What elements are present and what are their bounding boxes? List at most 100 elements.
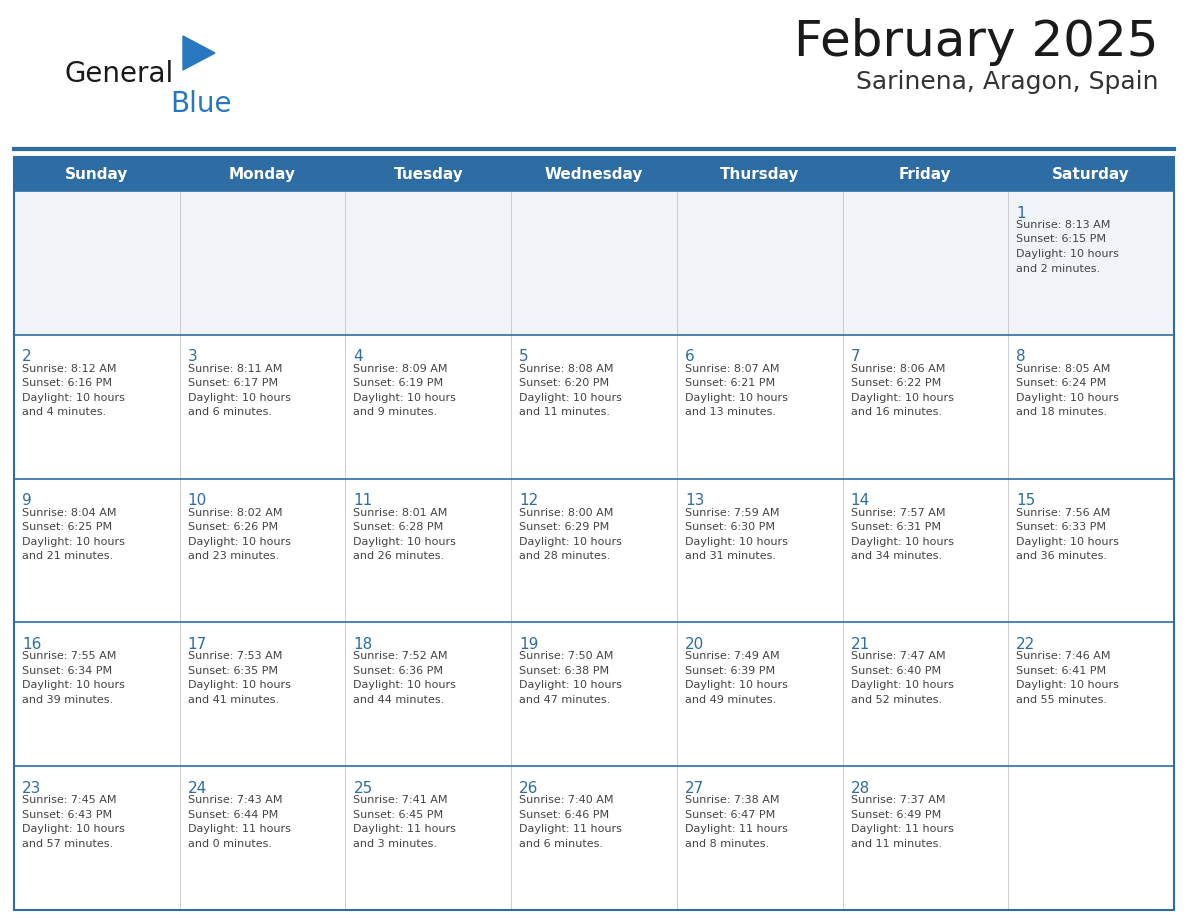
Text: Daylight: 10 hours: Daylight: 10 hours bbox=[684, 680, 788, 690]
Text: Daylight: 10 hours: Daylight: 10 hours bbox=[519, 393, 623, 403]
Text: Daylight: 10 hours: Daylight: 10 hours bbox=[851, 537, 954, 546]
Text: Sunset: 6:47 PM: Sunset: 6:47 PM bbox=[684, 810, 775, 820]
Text: Daylight: 11 hours: Daylight: 11 hours bbox=[353, 824, 456, 834]
Text: and 28 minutes.: and 28 minutes. bbox=[519, 551, 611, 561]
Bar bbox=[14, 191, 179, 335]
Text: Daylight: 10 hours: Daylight: 10 hours bbox=[1016, 680, 1119, 690]
Text: Sunrise: 7:45 AM: Sunrise: 7:45 AM bbox=[23, 795, 116, 805]
Text: February 2025: February 2025 bbox=[794, 18, 1158, 66]
Text: Sunset: 6:49 PM: Sunset: 6:49 PM bbox=[851, 810, 941, 820]
Text: Daylight: 10 hours: Daylight: 10 hours bbox=[23, 824, 125, 834]
Bar bbox=[511, 622, 677, 767]
Text: Sunrise: 8:12 AM: Sunrise: 8:12 AM bbox=[23, 364, 116, 374]
Text: Sunrise: 7:47 AM: Sunrise: 7:47 AM bbox=[851, 652, 946, 661]
Bar bbox=[677, 622, 842, 767]
Text: Daylight: 10 hours: Daylight: 10 hours bbox=[188, 680, 291, 690]
Text: Sunrise: 7:41 AM: Sunrise: 7:41 AM bbox=[353, 795, 448, 805]
Text: Sunrise: 8:06 AM: Sunrise: 8:06 AM bbox=[851, 364, 944, 374]
Text: 3: 3 bbox=[188, 350, 197, 364]
Text: Sunrise: 8:05 AM: Sunrise: 8:05 AM bbox=[1016, 364, 1111, 374]
Text: Sunset: 6:29 PM: Sunset: 6:29 PM bbox=[519, 522, 609, 532]
Text: Friday: Friday bbox=[899, 166, 952, 182]
Text: Daylight: 11 hours: Daylight: 11 hours bbox=[684, 824, 788, 834]
Text: Sunrise: 7:57 AM: Sunrise: 7:57 AM bbox=[851, 508, 946, 518]
Bar bbox=[511, 767, 677, 910]
Text: and 9 minutes.: and 9 minutes. bbox=[353, 408, 437, 418]
Text: 13: 13 bbox=[684, 493, 704, 508]
Text: Daylight: 10 hours: Daylight: 10 hours bbox=[353, 680, 456, 690]
Text: Sunrise: 8:13 AM: Sunrise: 8:13 AM bbox=[1016, 220, 1111, 230]
Text: Daylight: 10 hours: Daylight: 10 hours bbox=[23, 537, 125, 546]
Bar bbox=[842, 622, 1009, 767]
Text: Sunset: 6:33 PM: Sunset: 6:33 PM bbox=[1016, 522, 1106, 532]
Text: 24: 24 bbox=[188, 780, 207, 796]
Text: and 49 minutes.: and 49 minutes. bbox=[684, 695, 776, 705]
Text: 25: 25 bbox=[353, 780, 373, 796]
Text: and 4 minutes.: and 4 minutes. bbox=[23, 408, 106, 418]
Text: Sunset: 6:30 PM: Sunset: 6:30 PM bbox=[684, 522, 775, 532]
Text: Sunset: 6:24 PM: Sunset: 6:24 PM bbox=[1016, 378, 1106, 388]
Bar bbox=[677, 335, 842, 478]
Text: Sunrise: 8:09 AM: Sunrise: 8:09 AM bbox=[353, 364, 448, 374]
Text: Sunset: 6:46 PM: Sunset: 6:46 PM bbox=[519, 810, 609, 820]
Text: 1: 1 bbox=[1016, 206, 1026, 220]
Bar bbox=[346, 767, 511, 910]
Text: and 6 minutes.: and 6 minutes. bbox=[519, 839, 604, 849]
Text: Sunset: 6:43 PM: Sunset: 6:43 PM bbox=[23, 810, 112, 820]
Text: Daylight: 10 hours: Daylight: 10 hours bbox=[1016, 249, 1119, 259]
Text: Sunday: Sunday bbox=[65, 166, 128, 182]
Text: 4: 4 bbox=[353, 350, 364, 364]
Text: 7: 7 bbox=[851, 350, 860, 364]
Text: and 47 minutes.: and 47 minutes. bbox=[519, 695, 611, 705]
Bar bbox=[511, 191, 677, 335]
Text: Daylight: 10 hours: Daylight: 10 hours bbox=[353, 537, 456, 546]
Text: and 31 minutes.: and 31 minutes. bbox=[684, 551, 776, 561]
Bar bbox=[1009, 191, 1174, 335]
Text: and 6 minutes.: and 6 minutes. bbox=[188, 408, 272, 418]
Text: and 52 minutes.: and 52 minutes. bbox=[851, 695, 942, 705]
Text: Daylight: 10 hours: Daylight: 10 hours bbox=[1016, 537, 1119, 546]
Text: Sunrise: 7:40 AM: Sunrise: 7:40 AM bbox=[519, 795, 614, 805]
Text: and 21 minutes.: and 21 minutes. bbox=[23, 551, 113, 561]
Text: Tuesday: Tuesday bbox=[393, 166, 463, 182]
Text: Sunset: 6:40 PM: Sunset: 6:40 PM bbox=[851, 666, 941, 676]
Text: Sunset: 6:41 PM: Sunset: 6:41 PM bbox=[1016, 666, 1106, 676]
Bar bbox=[511, 335, 677, 478]
Text: Daylight: 10 hours: Daylight: 10 hours bbox=[1016, 393, 1119, 403]
Bar bbox=[14, 335, 179, 478]
Text: 18: 18 bbox=[353, 637, 373, 652]
Text: and 55 minutes.: and 55 minutes. bbox=[1016, 695, 1107, 705]
Text: and 11 minutes.: and 11 minutes. bbox=[519, 408, 611, 418]
Text: 26: 26 bbox=[519, 780, 538, 796]
Text: and 8 minutes.: and 8 minutes. bbox=[684, 839, 769, 849]
Bar bbox=[1009, 478, 1174, 622]
Text: Sunset: 6:36 PM: Sunset: 6:36 PM bbox=[353, 666, 443, 676]
Bar bbox=[842, 767, 1009, 910]
Text: Sunset: 6:20 PM: Sunset: 6:20 PM bbox=[519, 378, 609, 388]
Bar bbox=[842, 191, 1009, 335]
Text: Saturday: Saturday bbox=[1053, 166, 1130, 182]
Text: 14: 14 bbox=[851, 493, 870, 508]
Text: Sunset: 6:45 PM: Sunset: 6:45 PM bbox=[353, 810, 443, 820]
Bar bbox=[179, 335, 346, 478]
Text: Daylight: 11 hours: Daylight: 11 hours bbox=[851, 824, 954, 834]
Text: and 36 minutes.: and 36 minutes. bbox=[1016, 551, 1107, 561]
Text: Sunrise: 7:59 AM: Sunrise: 7:59 AM bbox=[684, 508, 779, 518]
Bar bbox=[346, 478, 511, 622]
Text: Daylight: 10 hours: Daylight: 10 hours bbox=[23, 680, 125, 690]
Text: and 11 minutes.: and 11 minutes. bbox=[851, 839, 942, 849]
Text: 6: 6 bbox=[684, 350, 695, 364]
Text: Sunrise: 7:50 AM: Sunrise: 7:50 AM bbox=[519, 652, 613, 661]
Text: Sunset: 6:35 PM: Sunset: 6:35 PM bbox=[188, 666, 278, 676]
Text: and 13 minutes.: and 13 minutes. bbox=[684, 408, 776, 418]
Text: Sunrise: 7:56 AM: Sunrise: 7:56 AM bbox=[1016, 508, 1111, 518]
Text: Daylight: 10 hours: Daylight: 10 hours bbox=[353, 393, 456, 403]
Text: 19: 19 bbox=[519, 637, 538, 652]
Bar bbox=[14, 478, 179, 622]
Bar bbox=[1009, 767, 1174, 910]
Text: Daylight: 10 hours: Daylight: 10 hours bbox=[188, 537, 291, 546]
Bar bbox=[1009, 622, 1174, 767]
Text: and 3 minutes.: and 3 minutes. bbox=[353, 839, 437, 849]
Text: Daylight: 11 hours: Daylight: 11 hours bbox=[188, 824, 291, 834]
Bar bbox=[346, 191, 511, 335]
